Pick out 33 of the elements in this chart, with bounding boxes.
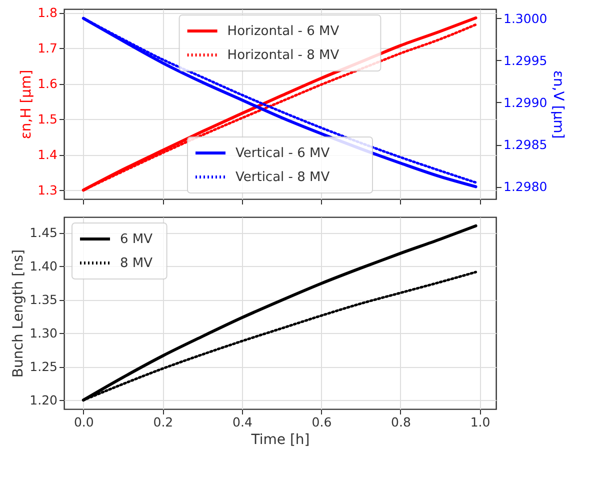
y2-tick-label: 1.2990: [504, 94, 548, 110]
legend-label: Vertical - 6 MV: [236, 146, 330, 161]
y-tick-label: 1.20: [30, 392, 58, 408]
y-tick-label: 1.7: [38, 40, 58, 56]
y-tick-label: 1.30: [30, 326, 58, 341]
y-tick-label: 1.3: [38, 182, 58, 198]
y2-tick-label: 1.2985: [504, 137, 548, 152]
x-tick-label: 0.0: [74, 414, 94, 430]
y-tick-label: 1.4: [38, 147, 58, 162]
y2-tick-label: 1.3000: [504, 10, 548, 26]
y-tick-label: 1.25: [30, 359, 58, 374]
y-tick-label: 1.6: [38, 76, 58, 92]
y-tick-label: 1.35: [30, 292, 58, 308]
y-tick-label: 1.5: [38, 112, 58, 127]
x-axis-title: Time [h]: [250, 432, 310, 448]
y-axis-title: Bunch Length [ns]: [10, 249, 27, 378]
legend-label: Vertical - 8 MV: [236, 170, 330, 185]
y-tick-label: 1.8: [38, 5, 58, 20]
legend-label: Horizontal - 8 MV: [227, 48, 340, 63]
x-tick-label: 0.4: [232, 414, 252, 430]
legend-label: 8 MV: [120, 256, 153, 271]
legend-label: Horizontal - 6 MV: [227, 24, 340, 39]
y-tick-label: 1.40: [30, 258, 58, 274]
legend-label: 6 MV: [120, 232, 153, 247]
y-tick-label: 1.45: [30, 225, 58, 240]
y2-tick-label: 1.2980: [504, 179, 548, 194]
y2-tick-label: 1.2995: [504, 52, 548, 68]
x-tick-label: 0.8: [391, 414, 411, 430]
x-tick-label: 0.6: [312, 414, 332, 430]
y-axis-title: εn,H [μm]: [18, 70, 35, 140]
x-tick-label: 1.0: [470, 414, 490, 430]
y2-axis-title: εn,V [μm]: [550, 70, 566, 139]
x-tick-label: 0.2: [153, 414, 174, 430]
